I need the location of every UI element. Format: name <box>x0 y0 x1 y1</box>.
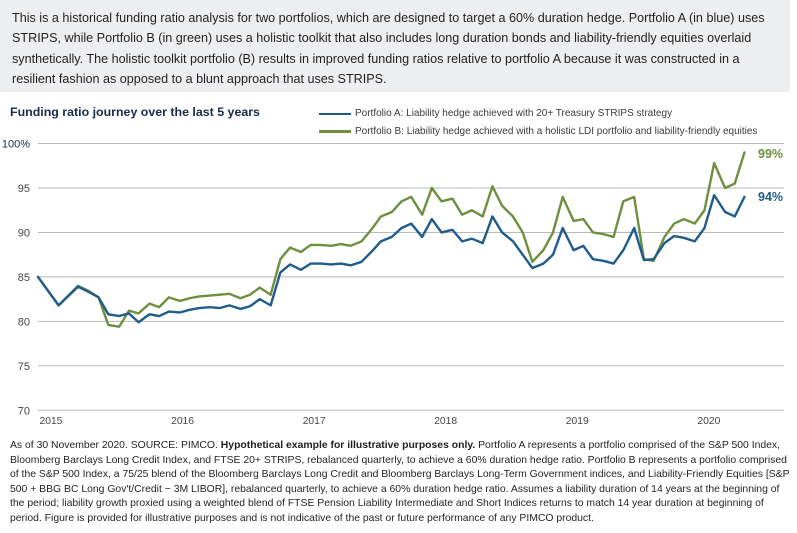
svg-text:2016: 2016 <box>171 416 194 427</box>
svg-text:100%: 100% <box>2 139 30 151</box>
svg-text:99%: 99% <box>758 147 783 161</box>
svg-text:75: 75 <box>18 361 30 373</box>
svg-text:70: 70 <box>18 405 30 417</box>
svg-text:95: 95 <box>18 183 30 195</box>
svg-text:2017: 2017 <box>303 416 326 427</box>
svg-text:2019: 2019 <box>566 416 589 427</box>
svg-text:90: 90 <box>18 227 30 239</box>
svg-text:2020: 2020 <box>697 416 720 427</box>
svg-text:80: 80 <box>18 316 30 328</box>
svg-text:2015: 2015 <box>40 416 63 427</box>
svg-text:2018: 2018 <box>434 416 457 427</box>
svg-text:94%: 94% <box>758 190 783 204</box>
svg-text:85: 85 <box>18 272 30 284</box>
